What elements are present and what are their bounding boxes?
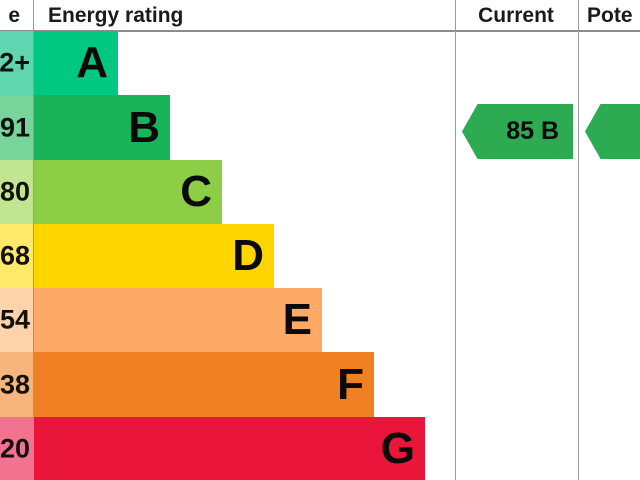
rating-bar-g: G <box>34 417 425 480</box>
rating-bar-a: A <box>34 31 118 95</box>
rating-bar-b: B <box>34 95 170 160</box>
potential-rating-column: 8 <box>579 31 640 480</box>
rating-bar-letter: C <box>180 167 212 216</box>
score-range-cell: 1-20 <box>0 417 33 480</box>
current-rating-column: 85 B <box>456 31 578 480</box>
column-divider-potential <box>578 0 579 480</box>
score-range-column: 92+ 81-91 69-80 55-68 39-54 21-38 1-20 <box>0 31 33 480</box>
score-range-label: 69-80 <box>0 176 30 207</box>
chart-header-row: e Energy rating Current Pote <box>0 0 640 31</box>
column-divider-current <box>455 0 456 480</box>
rating-bar-letter: E <box>282 295 312 344</box>
header-divider <box>0 30 640 32</box>
rating-bar-letter: D <box>232 231 264 280</box>
rating-bar-letter: F <box>337 359 364 409</box>
header-energy-rating-column: Energy rating <box>48 4 184 27</box>
score-range-label: 92+ <box>0 47 30 78</box>
rating-bar-f: F <box>34 352 374 417</box>
header-potential-column: Pote <box>587 4 633 27</box>
rating-bar-c: C <box>34 160 222 224</box>
score-range-label: 81-91 <box>0 112 30 142</box>
current-rating-value: 85 B <box>506 117 559 145</box>
rating-bar-letter: B <box>128 102 160 152</box>
score-range-label: 21-38 <box>0 369 30 399</box>
header-current-column: Current <box>478 4 554 27</box>
score-range-label: 55-68 <box>0 240 30 271</box>
score-range-cell: 55-68 <box>0 224 33 288</box>
score-range-cell: 81-91 <box>0 95 33 160</box>
score-range-label: 39-54 <box>0 304 30 335</box>
score-range-label: 1-20 <box>0 433 30 463</box>
score-range-cell: 92+ <box>0 31 33 95</box>
score-range-cell: 39-54 <box>0 288 33 352</box>
score-range-cell: 69-80 <box>0 160 33 224</box>
current-rating-arrow: 85 B <box>462 104 573 159</box>
rating-bar-e: E <box>34 288 322 352</box>
potential-rating-arrow: 8 <box>585 104 640 159</box>
score-range-cell: 21-38 <box>0 352 33 417</box>
rating-bar-letter: G <box>380 423 415 473</box>
header-score-column: e <box>8 4 20 27</box>
energy-rating-bars: A B C D E F G <box>34 31 455 480</box>
rating-bar-d: D <box>34 224 274 288</box>
column-divider-score <box>33 0 34 480</box>
rating-bar-letter: A <box>76 38 108 87</box>
